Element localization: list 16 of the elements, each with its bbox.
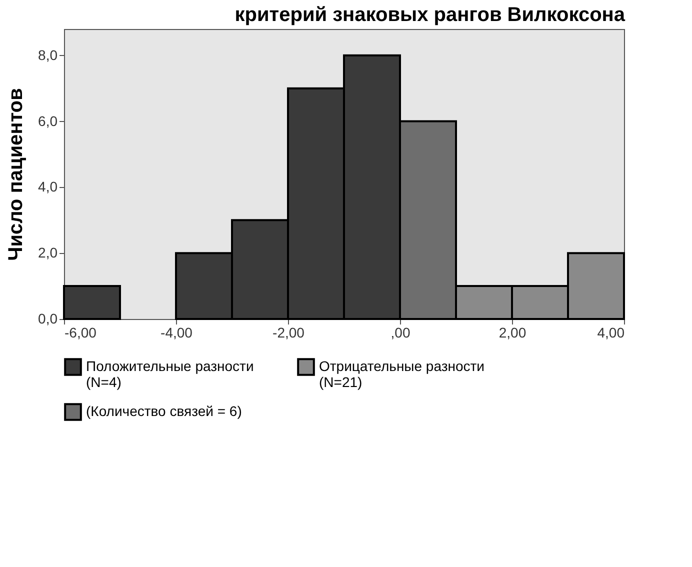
y-tick-label: 8,0 xyxy=(38,46,58,63)
x-tick-label: 2,00 xyxy=(498,324,526,340)
x-tick-label: ,00 xyxy=(390,324,410,340)
x-tick-label: -2,00 xyxy=(272,324,305,340)
y-tick-label: 0,0 xyxy=(38,310,58,326)
y-tick-label: 4,0 xyxy=(38,178,58,195)
legend-label: (Количество связей = 6) xyxy=(86,403,242,419)
legend-label: Положительные разности (N=4) xyxy=(86,358,254,390)
y-tick-label: 2,0 xyxy=(38,244,58,261)
x-tick-label: 4,00 xyxy=(597,324,625,340)
y-axis-title: Число пациентов xyxy=(5,88,28,261)
chart-title: критерий знаковых рангов Вилкоксона xyxy=(234,4,626,26)
legend-label: Отрицательные разности (N=21) xyxy=(319,358,484,390)
x-tick-label: -4,00 xyxy=(160,324,193,340)
x-tick-label: -6,00 xyxy=(64,324,97,340)
y-tick-label: 6,0 xyxy=(38,112,58,129)
